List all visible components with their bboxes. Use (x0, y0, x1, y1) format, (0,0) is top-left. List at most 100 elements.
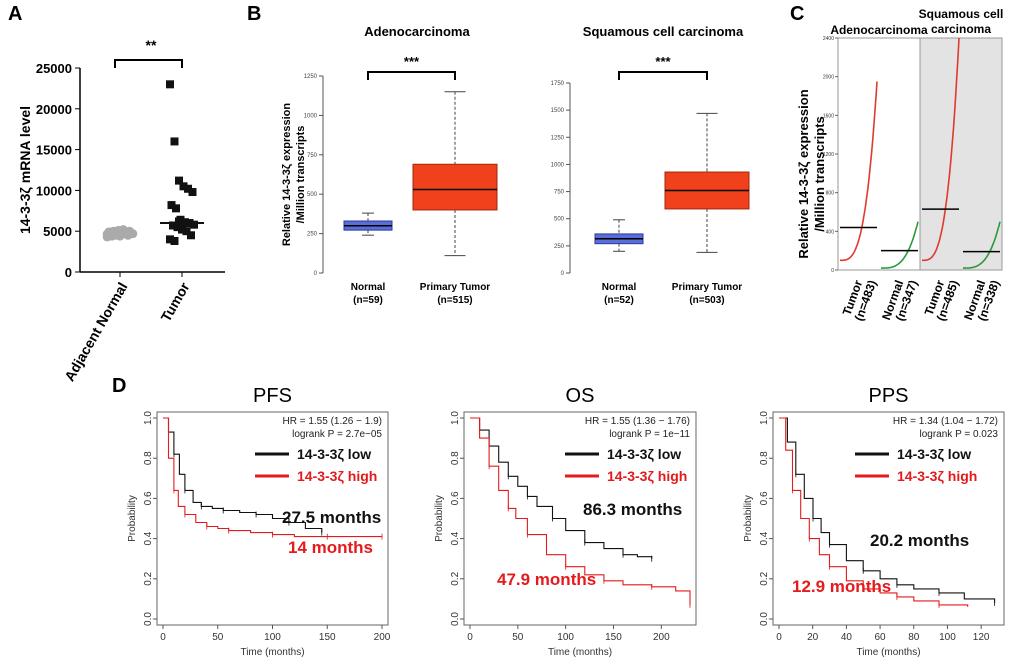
y-tick-label: 500 (554, 217, 565, 223)
panel-c: 0 400 800 1200 1600 2000 2400 Relative 14-3-3ζ … (796, 7, 1003, 323)
chart-title: OS (566, 385, 595, 407)
y-tick-label: 2400 (823, 36, 834, 42)
category-label: Primary Tumor (672, 282, 742, 293)
x-tick-label: 50 (212, 632, 224, 643)
tumor-point (188, 188, 197, 197)
expression-curve (963, 221, 1001, 269)
y-tick-label: 15000 (36, 143, 72, 158)
expression-curve (922, 37, 960, 262)
category-label: Normal (602, 282, 637, 293)
x-tick-label: 0 (467, 632, 473, 643)
tumor-point (190, 220, 198, 229)
sig-bracket (367, 71, 456, 80)
logrank-p: logrank P = 1e−11 (609, 429, 690, 440)
sig-bracket (114, 59, 183, 68)
y-tick-label: 500 (307, 192, 318, 198)
y-tick-label: 0.4 (759, 531, 770, 545)
n-label: (n=515) (437, 295, 472, 306)
y-tick-label: 5000 (43, 224, 72, 239)
y-tick-label: 250 (307, 232, 318, 238)
tumor-point (173, 223, 182, 232)
y-tick-label: 2000 (823, 75, 834, 81)
y-tick-label: 0 (561, 271, 565, 277)
box (412, 163, 498, 211)
sig-marker: ** (146, 37, 157, 53)
sig-marker: *** (655, 54, 671, 69)
x-tick-label: 100 (557, 632, 574, 643)
y-tick-label: 0.0 (759, 612, 770, 626)
title-squamous-2: carcinoma (931, 22, 991, 36)
y-tick-label: 400 (826, 229, 835, 235)
y-tick-label: 1.0 (143, 411, 154, 425)
y-tick-label: 0 (831, 268, 834, 274)
y-tick-label: 1.0 (759, 411, 770, 425)
legend-label: 14-3-3ζ high (297, 468, 377, 484)
x-tick-label: 50 (512, 632, 524, 643)
logrank-p: logrank P = 2.7e−05 (292, 429, 382, 440)
y-tick-label: 1000 (551, 162, 565, 168)
x-tick-label: 120 (973, 632, 990, 643)
median-label: 86.3 months (583, 500, 682, 519)
tumor-point (167, 201, 176, 210)
panel-b-adenocarcinoma: Adenocarcinoma 0 250 500 750 1000 1250 Relative… (281, 24, 498, 306)
survival-curve (470, 417, 653, 559)
y-tick-label: 0.2 (143, 571, 154, 585)
x-tick-label: 0 (160, 632, 166, 643)
y-tick-label: 0.8 (759, 451, 770, 465)
category-label: Normal (351, 282, 386, 293)
y-tick-label: 0.8 (450, 451, 461, 465)
tumor-point (182, 227, 191, 236)
tumor-point (169, 221, 177, 230)
tumor-point (172, 204, 180, 213)
panel-label-b: B (247, 3, 261, 25)
x-tick-label: 100 (264, 632, 281, 643)
y-tick-label: 0.0 (143, 612, 154, 626)
median-label: 14 months (288, 538, 373, 557)
y-tick-label: 1250 (304, 74, 318, 80)
y-tick-label: 0.8 (143, 451, 154, 465)
y-tick-label: 250 (554, 244, 565, 250)
chart-title: PFS (253, 385, 292, 407)
y-tick-label: 1.0 (450, 411, 461, 425)
title-adeno: Adenocarcinoma (830, 23, 928, 37)
panel-label-a: A (8, 3, 22, 25)
x-axis-label: Time (months) (856, 647, 920, 658)
panel-label-d: D (112, 375, 126, 397)
x-axis-label: Time (months) (240, 647, 304, 658)
panel-a: 0 5000 10000 15000 20000 25000 14-3-3ζ mRNA le… (17, 37, 225, 384)
x-tick-label: 40 (841, 632, 853, 643)
legend-label: 14-3-3ζ low (297, 446, 371, 462)
hazard-ratio: HR = 1.34 (1.04 − 1.72) (893, 416, 998, 427)
y-tick-label: 0 (314, 271, 318, 277)
y-axis-label-2: /Million transcripts (295, 126, 307, 224)
tumor-point (175, 217, 183, 226)
median-label: 27.5 months (282, 508, 381, 527)
x-tick-label: 20 (807, 632, 819, 643)
tumor-point (184, 184, 192, 193)
panel-b-squamous: Squamous cell carcinoma 0 250 500 750 1000 125… (551, 24, 750, 306)
expression-curve (881, 221, 919, 269)
category-label: Primary Tumor (420, 282, 490, 293)
y-axis-label-1: Relative 14-3-3ζ expression (281, 103, 293, 247)
y-tick-label: 800 (826, 191, 835, 197)
plot-frame (772, 411, 1005, 626)
expression-curve (840, 81, 878, 262)
x-tick-label: Tumor (157, 279, 192, 324)
survival-curve (779, 417, 969, 607)
tumor-point (187, 231, 195, 240)
x-tick-label: 200 (374, 632, 391, 643)
tumor-point (166, 80, 174, 89)
y-axis-label: Probability (743, 495, 754, 542)
y-axis-label: Probability (434, 495, 445, 542)
y-tick-label: 1000 (304, 113, 318, 119)
title-squamous-1: Squamous cell (919, 7, 1004, 21)
panel-d-pps: PPS 0 20 40 60 80 100 120 0.0 0.2 0.4 0.6 0.8 1.0 Time… (743, 385, 1005, 658)
legend-label: 14-3-3ζ low (897, 446, 971, 462)
x-tick-label: 60 (875, 632, 887, 643)
y-tick-label: 0.0 (450, 612, 461, 626)
legend-label: 14-3-3ζ high (607, 468, 687, 484)
y-tick-label: 0 (65, 265, 72, 280)
median-label: 47.9 months (497, 570, 596, 589)
y-tick-label: 1750 (551, 81, 565, 87)
